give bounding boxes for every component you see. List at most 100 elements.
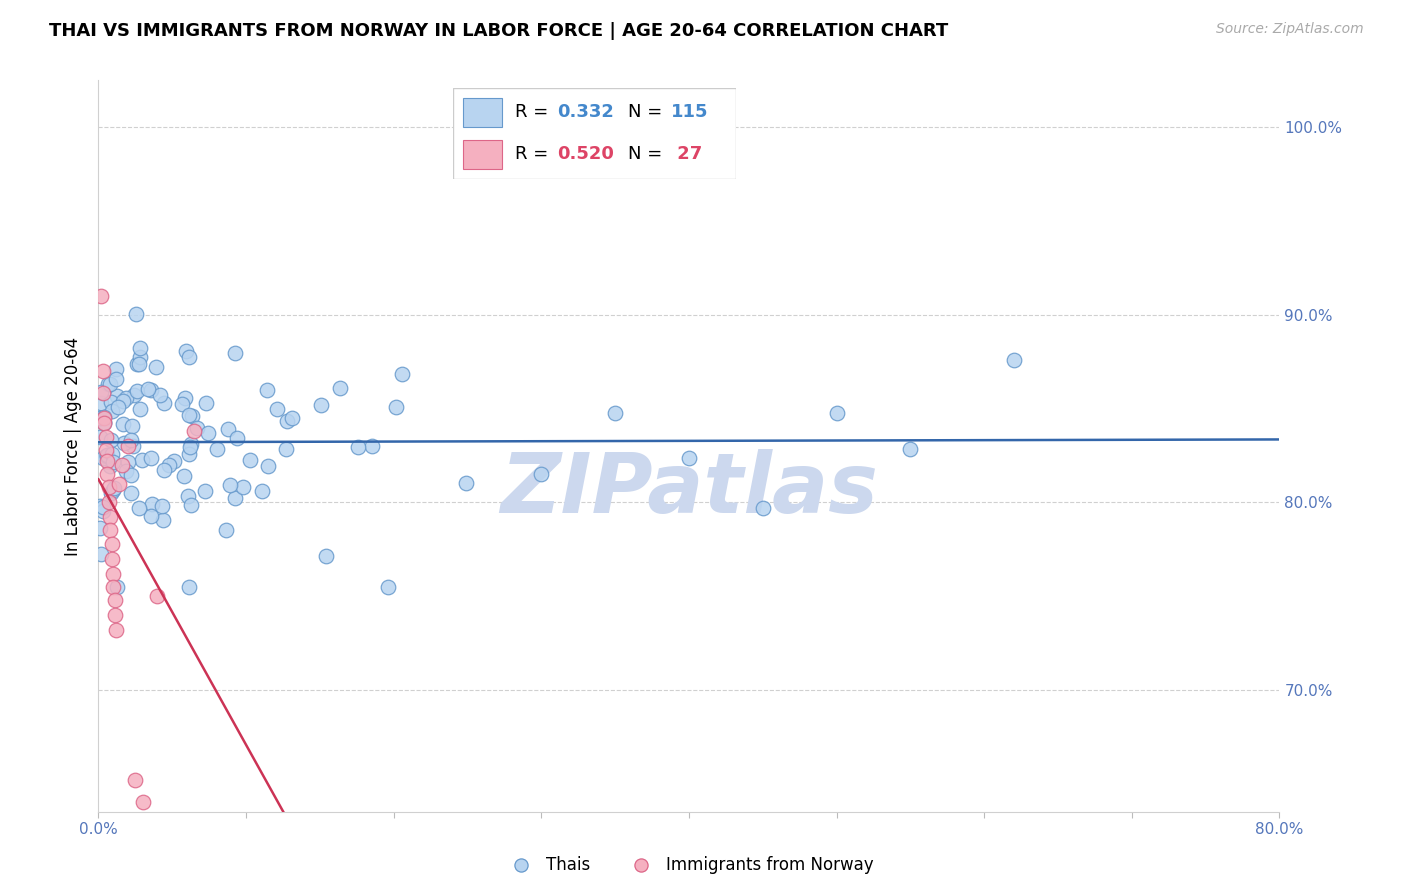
- Point: [215, 523, 238, 537]
- Point: [173, 469, 195, 483]
- Point: [1002, 352, 1025, 367]
- Point: [97, 495, 120, 509]
- Point: [179, 440, 201, 454]
- Point: [329, 381, 352, 395]
- Point: [454, 475, 477, 490]
- Point: [100, 394, 122, 409]
- Point: [132, 795, 155, 809]
- Point: [315, 549, 337, 563]
- Point: [90, 395, 112, 409]
- Point: [224, 346, 246, 360]
- Point: [250, 484, 273, 499]
- Point: [100, 551, 122, 566]
- Legend: Thais, Immigrants from Norway: Thais, Immigrants from Norway: [498, 849, 880, 880]
- Point: [751, 500, 773, 515]
- Point: [89, 499, 111, 513]
- Point: [224, 491, 246, 505]
- Point: [97, 480, 120, 494]
- Point: [120, 433, 142, 447]
- Point: [128, 341, 150, 355]
- Point: [177, 580, 200, 594]
- Point: [120, 485, 142, 500]
- Point: [103, 481, 125, 495]
- Point: [141, 509, 163, 524]
- Point: [152, 512, 174, 526]
- Point: [96, 467, 118, 482]
- Point: [174, 344, 197, 359]
- Point: [103, 580, 125, 594]
- Point: [197, 425, 219, 440]
- Point: [170, 397, 193, 411]
- Point: [101, 447, 124, 461]
- Point: [177, 409, 200, 423]
- Point: [105, 580, 128, 594]
- Point: [217, 422, 239, 436]
- Point: [117, 455, 139, 469]
- Point: [205, 442, 228, 457]
- Point: [101, 455, 124, 469]
- Point: [281, 411, 304, 425]
- Point: [266, 402, 288, 417]
- Point: [181, 409, 204, 423]
- Point: [120, 467, 142, 482]
- Point: [104, 607, 127, 622]
- Point: [218, 478, 240, 492]
- Point: [180, 436, 202, 450]
- Point: [145, 360, 167, 375]
- Point: [136, 382, 159, 396]
- Point: [94, 442, 117, 457]
- Point: [157, 458, 180, 473]
- Point: [125, 384, 148, 398]
- Point: [141, 383, 163, 397]
- Point: [309, 398, 332, 412]
- Point: [89, 521, 111, 535]
- Point: [174, 391, 197, 405]
- Point: [179, 350, 201, 364]
- Point: [105, 389, 128, 403]
- Point: [112, 435, 135, 450]
- Point: [183, 424, 205, 438]
- Point: [98, 510, 121, 524]
- Point: [153, 396, 176, 410]
- Point: [107, 400, 129, 414]
- Point: [98, 376, 121, 391]
- Point: [93, 409, 115, 424]
- Point: [94, 429, 117, 443]
- Point: [256, 383, 278, 397]
- Point: [131, 452, 153, 467]
- Point: [129, 351, 152, 365]
- Point: [100, 536, 122, 550]
- Point: [129, 402, 152, 417]
- Point: [98, 524, 121, 538]
- Point: [825, 406, 848, 420]
- Point: [96, 449, 118, 463]
- Point: [103, 483, 125, 497]
- Point: [274, 442, 297, 456]
- Point: [117, 439, 139, 453]
- Point: [124, 772, 146, 787]
- Point: [900, 442, 922, 456]
- Point: [121, 418, 143, 433]
- Point: [100, 433, 122, 447]
- Point: [93, 415, 115, 429]
- Point: [139, 451, 162, 466]
- Point: [91, 364, 114, 378]
- Point: [232, 480, 254, 494]
- Point: [239, 453, 262, 467]
- Point: [89, 411, 111, 425]
- Point: [98, 459, 121, 474]
- Point: [90, 547, 112, 561]
- Point: [128, 357, 150, 371]
- Point: [91, 386, 114, 401]
- Point: [101, 403, 124, 417]
- Point: [678, 451, 700, 466]
- Point: [93, 417, 115, 431]
- Point: [377, 580, 399, 594]
- Point: [114, 391, 136, 405]
- Point: [148, 388, 170, 402]
- Point: [360, 439, 382, 453]
- Point: [114, 464, 136, 478]
- Point: [103, 566, 125, 581]
- Text: Source: ZipAtlas.com: Source: ZipAtlas.com: [1216, 22, 1364, 37]
- Point: [96, 449, 118, 463]
